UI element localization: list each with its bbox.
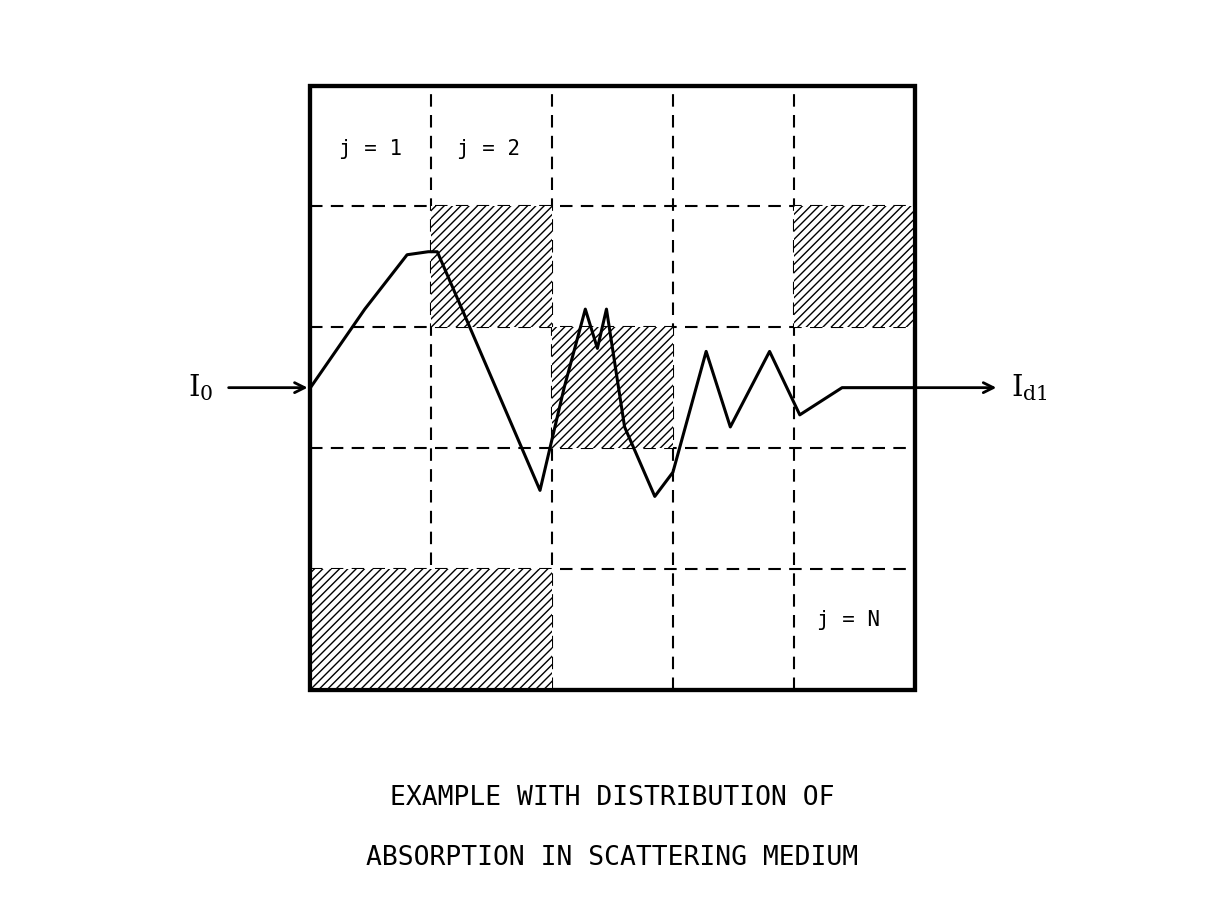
- Text: EXAMPLE WITH DISTRIBUTION OF: EXAMPLE WITH DISTRIBUTION OF: [391, 785, 834, 811]
- Text: $\mathregular{I_{d1}}$: $\mathregular{I_{d1}}$: [1011, 372, 1049, 403]
- Text: j = 2: j = 2: [457, 139, 521, 159]
- Bar: [310, 86, 915, 689]
- Bar: [794, 207, 915, 328]
- Text: j = N: j = N: [817, 610, 880, 630]
- Text: j = 1: j = 1: [339, 139, 402, 159]
- Bar: [431, 569, 552, 689]
- Bar: [310, 86, 915, 689]
- Text: $\mathregular{I_0}$: $\mathregular{I_0}$: [189, 372, 214, 403]
- Bar: [552, 328, 673, 448]
- Text: ABSORPTION IN SCATTERING MEDIUM: ABSORPTION IN SCATTERING MEDIUM: [366, 845, 859, 871]
- Bar: [431, 207, 552, 328]
- Bar: [310, 569, 431, 689]
